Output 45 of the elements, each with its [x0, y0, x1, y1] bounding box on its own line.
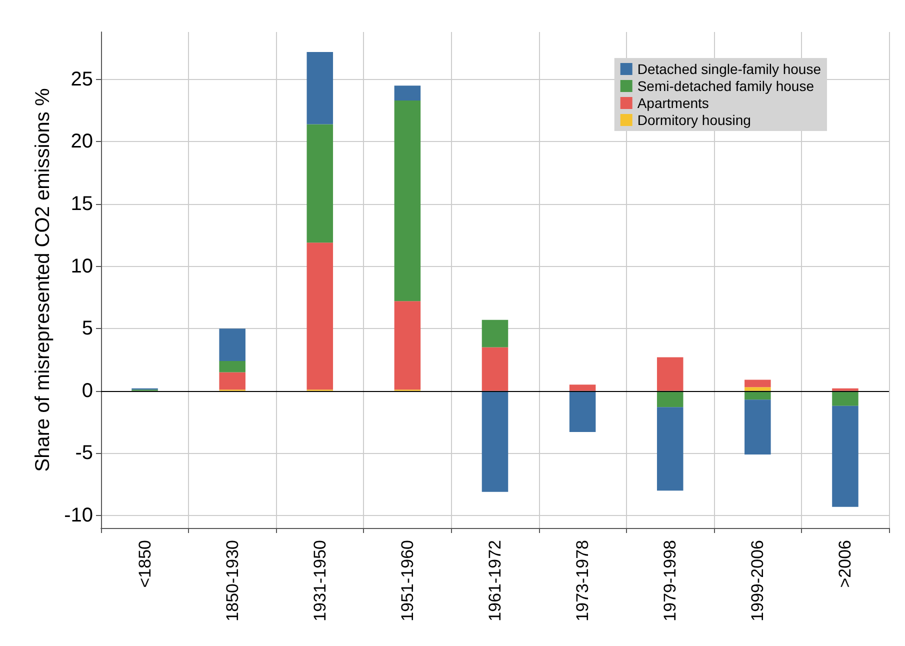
bar	[219, 372, 246, 390]
x-tick-label: 1979-1998	[660, 540, 680, 622]
bar	[306, 242, 334, 390]
y-axis-title: Share of misrepresented CO2 emissions %	[32, 88, 54, 472]
bar	[832, 406, 858, 507]
bar	[482, 390, 508, 492]
bar	[744, 380, 771, 388]
bar	[744, 400, 771, 454]
x-tick-label: >2006	[836, 540, 855, 588]
bar	[394, 100, 421, 302]
bar	[656, 390, 684, 408]
x-tick-label: 1961-1972	[486, 540, 504, 622]
x-tick-label: 1999-2006	[748, 540, 768, 622]
y-tick-label: 15	[70, 192, 93, 215]
legend-label: Semi-detached family house	[637, 78, 814, 94]
bar	[219, 361, 246, 372]
x-tick-label: 1931-1950	[310, 540, 330, 622]
y-tick-label: 0	[82, 380, 93, 402]
legend-label: Apartments	[637, 95, 709, 111]
y-tick-label: 20	[70, 130, 93, 153]
legend-label: Detached single-family house	[637, 61, 822, 77]
x-tick-label: 1951-1960	[398, 540, 417, 622]
bar	[219, 328, 246, 362]
y-tick-label: -5	[75, 442, 93, 464]
bar	[306, 124, 334, 243]
bar	[482, 320, 508, 348]
bar	[306, 52, 334, 124]
x-tick-label: 1850-1930	[222, 540, 242, 622]
bar	[569, 390, 596, 432]
bar	[394, 301, 421, 390]
bar	[656, 357, 684, 391]
y-tick-label: 5	[82, 318, 93, 340]
x-tick-label: <1850	[135, 540, 154, 588]
y-tick-label: -10	[64, 504, 93, 527]
bar	[394, 86, 421, 101]
bar	[482, 347, 508, 391]
bar	[656, 407, 684, 491]
bar	[569, 384, 596, 391]
bar	[832, 388, 858, 391]
legend-label: Dormitory housing	[637, 112, 751, 128]
y-tick-label: 25	[70, 68, 93, 90]
bar	[744, 387, 771, 391]
x-tick-label: 1973-1978	[573, 540, 592, 622]
bar	[832, 390, 858, 406]
y-tick-label: 10	[70, 255, 93, 278]
